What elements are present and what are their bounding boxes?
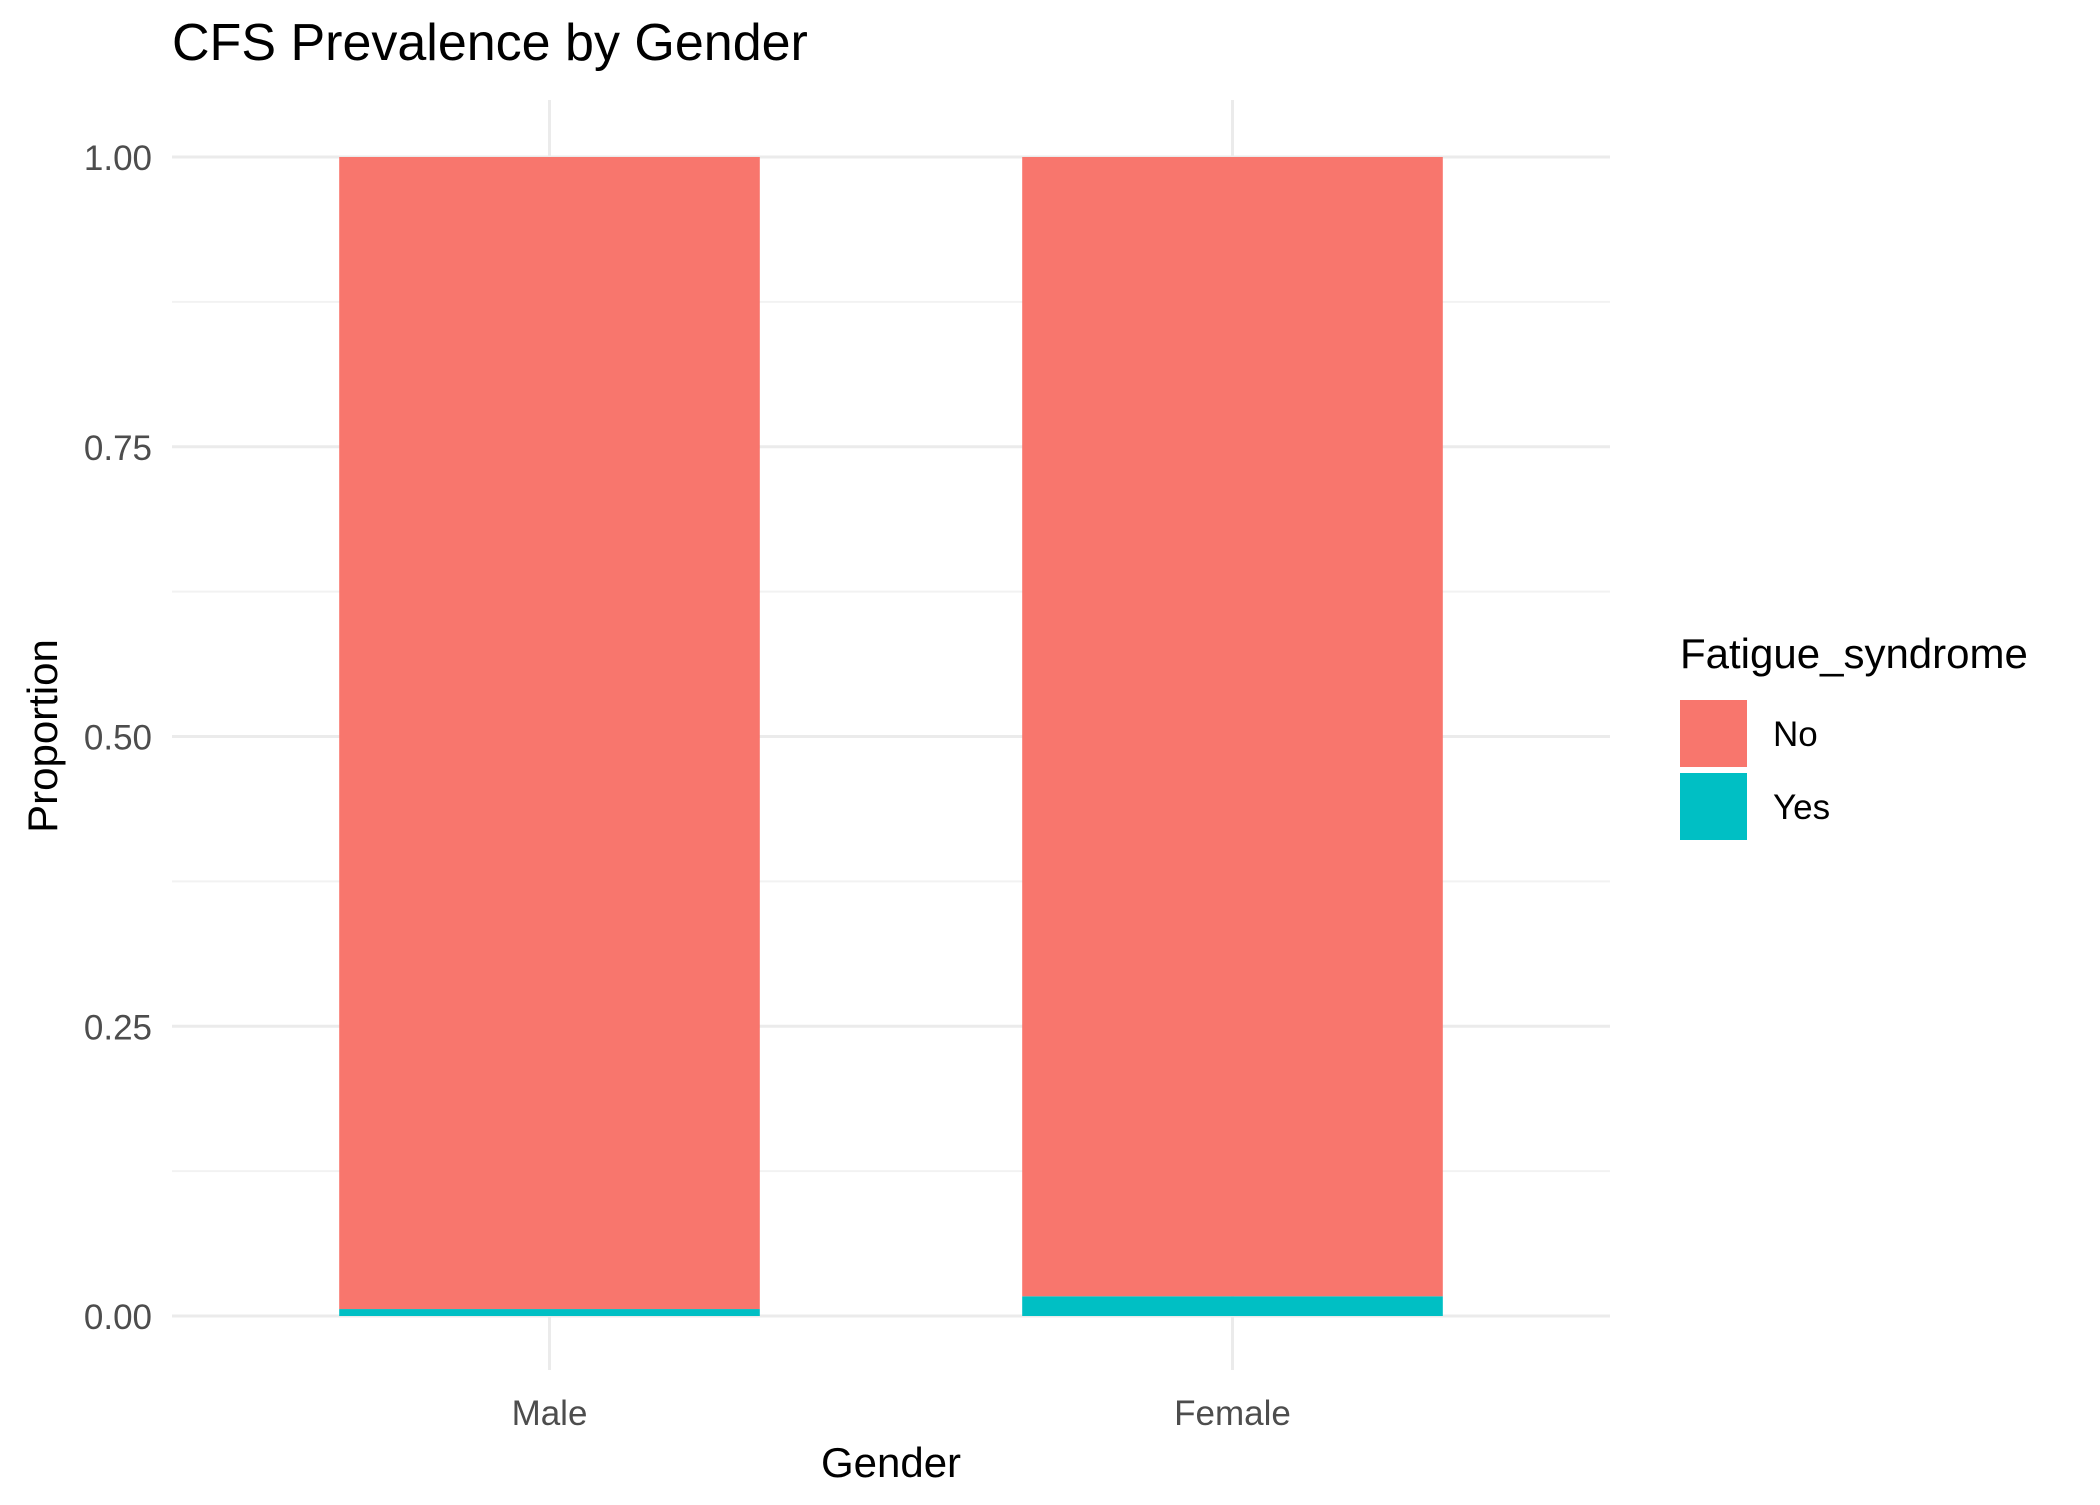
y-axis-title: Proportion	[19, 639, 66, 833]
y-tick-label: 0.75	[84, 429, 152, 468]
y-tick-label: 1.00	[84, 139, 152, 178]
legend-items: No Yes	[1680, 700, 1830, 840]
legend-title: Fatigue_syndrome	[1680, 630, 2028, 677]
x-tick-label: Male	[512, 1394, 588, 1433]
bars	[339, 157, 1443, 1316]
y-tick-label: 0.00	[84, 1298, 152, 1337]
bar-male-yes	[339, 1309, 760, 1316]
legend-label-no: No	[1773, 715, 1818, 754]
axes: 0.00 0.25 0.50 0.75 1.00 Male Female	[84, 139, 1291, 1433]
bar-female-no	[1022, 157, 1443, 1297]
x-axis-title: Gender	[821, 1439, 961, 1486]
chart-title: CFS Prevalence by Gender	[172, 14, 808, 72]
legend-key-no	[1680, 700, 1747, 767]
bar-male-no	[339, 157, 760, 1310]
legend-key-yes	[1680, 773, 1747, 840]
y-tick-label: 0.25	[84, 1008, 152, 1047]
x-tick-label: Female	[1174, 1394, 1291, 1433]
legend-label-yes: Yes	[1773, 788, 1830, 827]
y-tick-label: 0.50	[84, 719, 152, 758]
legend: Fatigue_syndrome No Yes	[1680, 630, 2028, 840]
bar-female-yes	[1022, 1296, 1443, 1316]
